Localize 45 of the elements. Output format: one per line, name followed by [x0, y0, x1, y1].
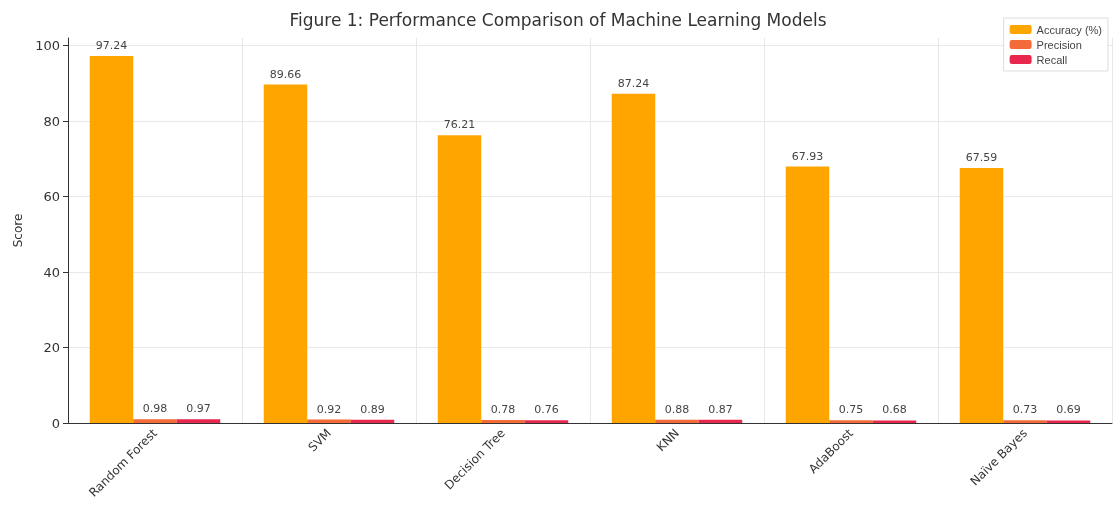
- y-tick-label: 100: [35, 38, 60, 54]
- legend-label: Accuracy (%): [1036, 23, 1103, 36]
- bar: [959, 167, 1004, 423]
- bar: [698, 419, 743, 423]
- bar: [524, 420, 569, 423]
- data-label: 67.59: [965, 150, 998, 164]
- bar: [611, 93, 656, 423]
- data-label: 0.75: [838, 403, 864, 417]
- bar: [829, 420, 873, 423]
- data-label: 87.24: [617, 76, 650, 90]
- data-label: 0.73: [1012, 403, 1038, 417]
- data-label: 97.24: [95, 38, 128, 52]
- data-label: 67.93: [791, 149, 824, 163]
- legend-label: Precision: [1036, 38, 1082, 51]
- data-label: 0.98: [142, 402, 168, 416]
- bar: [176, 419, 221, 423]
- bar: [437, 135, 482, 423]
- data-label: 0.78: [490, 403, 516, 417]
- data-label: 0.87: [708, 402, 733, 416]
- bar: [133, 419, 177, 423]
- data-label: 0.88: [664, 402, 690, 416]
- y-tick-label: 0: [51, 415, 60, 431]
- y-tick-label: 80: [43, 113, 60, 129]
- data-label: 89.66: [269, 67, 302, 81]
- data-label: 0.76: [534, 403, 559, 417]
- legend-label: Recall: [1036, 53, 1068, 66]
- y-tick-label: 40: [43, 264, 60, 280]
- bar: [1003, 420, 1047, 423]
- bar: [1046, 420, 1091, 423]
- bar: [89, 55, 134, 423]
- data-label: 0.89: [360, 402, 385, 416]
- y-tick-label: 60: [43, 189, 60, 205]
- bar: [263, 84, 308, 423]
- data-label: 0.68: [882, 403, 907, 417]
- data-label: 76.21: [443, 118, 476, 132]
- data-label: 0.69: [1056, 403, 1081, 417]
- chart-title: Figure 1: Performance Comparison of Machine Learning Models: [289, 9, 827, 30]
- y-tick-label: 20: [43, 340, 60, 356]
- bar: [481, 420, 525, 423]
- data-label: 0.97: [186, 402, 211, 416]
- data-label: 0.92: [316, 402, 342, 416]
- bar: [655, 419, 699, 423]
- y-axis-title: Score: [11, 213, 26, 248]
- bar: [872, 420, 917, 423]
- bar: [785, 166, 830, 423]
